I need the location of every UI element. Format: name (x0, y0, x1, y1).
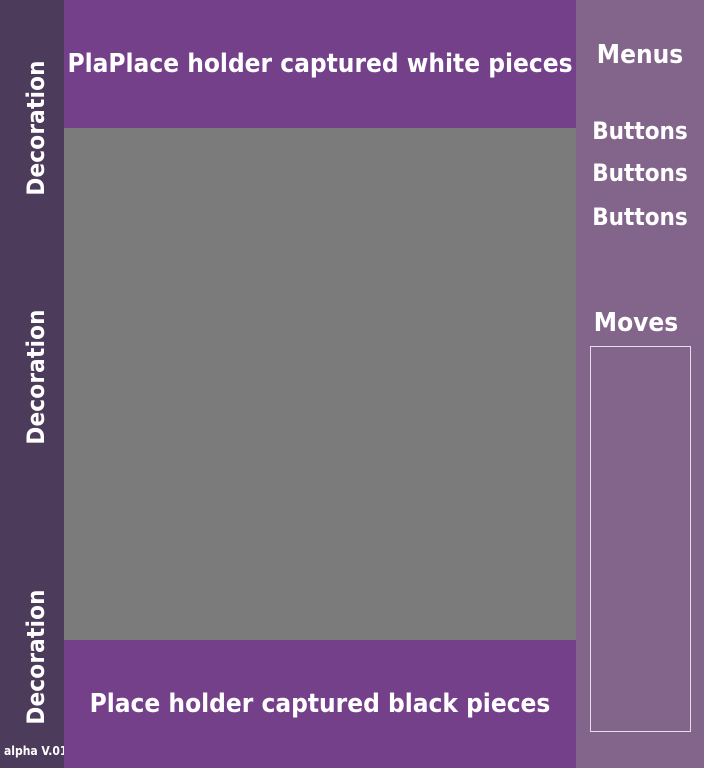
moves-list[interactable] (590, 346, 691, 732)
moves-title: Moves (593, 308, 679, 338)
menus-title: Menus (596, 40, 684, 70)
right-menu-panel: Menus Buttons Buttons Buttons Moves (576, 0, 704, 768)
captured-black-label: Place holder captured black pieces (89, 689, 551, 719)
left-decoration-bar: Decoration Decoration Decoration alpha V… (0, 0, 68, 768)
chess-board-area[interactable] (64, 128, 576, 640)
version-label: alpha V.01 (4, 744, 68, 758)
menu-button-3[interactable]: Buttons (592, 203, 688, 231)
decoration-label: Decoration (22, 60, 50, 196)
decoration-label: Decoration (22, 309, 50, 445)
menu-button-2[interactable]: Buttons (592, 159, 688, 187)
captured-black-pieces-area: Place holder captured black pieces (64, 640, 576, 768)
captured-white-label: PlaPlace holder captured white pieces (67, 49, 573, 79)
decoration-label: Decoration (22, 589, 50, 725)
menu-button-1[interactable]: Buttons (592, 117, 688, 145)
captured-white-pieces-area: PlaPlace holder captured white pieces (64, 0, 576, 128)
